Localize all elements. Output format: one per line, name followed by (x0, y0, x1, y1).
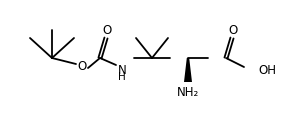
Text: O: O (77, 60, 87, 72)
Text: O: O (103, 24, 112, 37)
Text: O: O (228, 24, 238, 37)
Text: N: N (118, 63, 126, 77)
Text: NH₂: NH₂ (177, 85, 199, 99)
Text: H: H (118, 72, 126, 82)
Polygon shape (184, 58, 192, 82)
Text: OH: OH (258, 63, 276, 77)
